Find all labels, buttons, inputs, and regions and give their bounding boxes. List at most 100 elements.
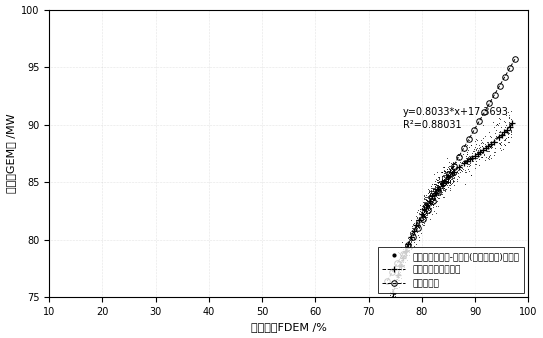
Point <box>419 216 427 222</box>
Point <box>463 151 471 156</box>
Point <box>389 295 398 300</box>
Point <box>446 169 455 174</box>
Point <box>466 143 475 148</box>
Point <box>450 162 459 167</box>
Point <box>445 175 453 181</box>
Point <box>465 137 473 143</box>
Point <box>450 167 459 172</box>
Point <box>445 174 454 179</box>
Point <box>386 295 395 301</box>
Point <box>423 200 432 206</box>
Point <box>441 178 450 184</box>
Point <box>418 217 426 222</box>
Point <box>445 164 454 169</box>
Point <box>504 112 513 117</box>
Point <box>426 206 435 211</box>
Point <box>425 217 434 222</box>
Point <box>447 169 456 174</box>
Point <box>420 203 428 209</box>
Point <box>420 206 429 212</box>
Point <box>394 274 403 280</box>
Point <box>435 188 444 194</box>
Point <box>445 179 454 185</box>
Point <box>493 139 502 145</box>
Point <box>443 179 452 185</box>
Point <box>419 212 427 217</box>
Point <box>454 156 463 162</box>
Point <box>479 136 488 141</box>
Point <box>427 190 435 195</box>
Point <box>423 204 432 209</box>
Point <box>503 130 512 136</box>
Point <box>467 153 476 159</box>
Point <box>481 141 489 146</box>
Point <box>401 252 410 258</box>
Point <box>436 188 445 193</box>
Point <box>460 169 469 174</box>
Point <box>431 191 439 197</box>
Point <box>419 210 427 216</box>
Point <box>415 217 424 223</box>
Point <box>451 171 459 176</box>
Point <box>386 301 395 307</box>
Point <box>456 160 465 165</box>
Point <box>445 178 454 184</box>
Point <box>449 167 458 172</box>
Point <box>449 167 458 172</box>
Point <box>429 188 438 193</box>
Point <box>425 189 433 195</box>
Point <box>432 194 440 199</box>
Point <box>459 159 468 164</box>
Point <box>421 196 430 202</box>
Point <box>442 176 451 182</box>
Point <box>427 191 436 196</box>
Point <box>431 187 440 192</box>
Point <box>460 160 469 166</box>
Point <box>503 127 512 133</box>
Point <box>421 213 430 219</box>
Point <box>442 179 451 185</box>
Point <box>432 189 440 195</box>
Point <box>431 187 440 192</box>
Point <box>389 287 397 292</box>
Point <box>491 133 500 138</box>
Point <box>426 201 435 207</box>
Point <box>425 200 433 206</box>
Point <box>430 171 438 176</box>
Point <box>504 109 513 114</box>
Point <box>428 197 437 202</box>
Point <box>432 187 440 193</box>
Point <box>437 179 445 184</box>
Point <box>491 136 500 141</box>
Point <box>446 173 454 179</box>
Point <box>448 161 457 167</box>
Point <box>413 217 422 223</box>
Point <box>418 223 427 228</box>
Point <box>424 201 432 206</box>
Point <box>482 149 491 154</box>
Point <box>465 153 473 159</box>
Point <box>475 150 483 155</box>
Point <box>434 187 443 192</box>
Point <box>416 215 425 221</box>
Point <box>499 118 508 123</box>
Point <box>433 183 442 188</box>
Point <box>424 201 432 207</box>
Point <box>438 173 446 179</box>
Point <box>475 142 484 148</box>
Point <box>446 182 454 187</box>
Point <box>458 166 466 171</box>
Point <box>440 179 449 185</box>
Point <box>484 155 493 160</box>
Point <box>443 174 452 179</box>
Point <box>413 216 421 221</box>
Point <box>438 180 447 186</box>
Point <box>477 154 485 159</box>
Point <box>401 244 410 249</box>
Point <box>463 156 471 162</box>
Point <box>444 175 452 181</box>
Point <box>408 231 417 236</box>
Point <box>475 156 483 162</box>
Point <box>387 296 396 301</box>
Point <box>425 187 434 192</box>
